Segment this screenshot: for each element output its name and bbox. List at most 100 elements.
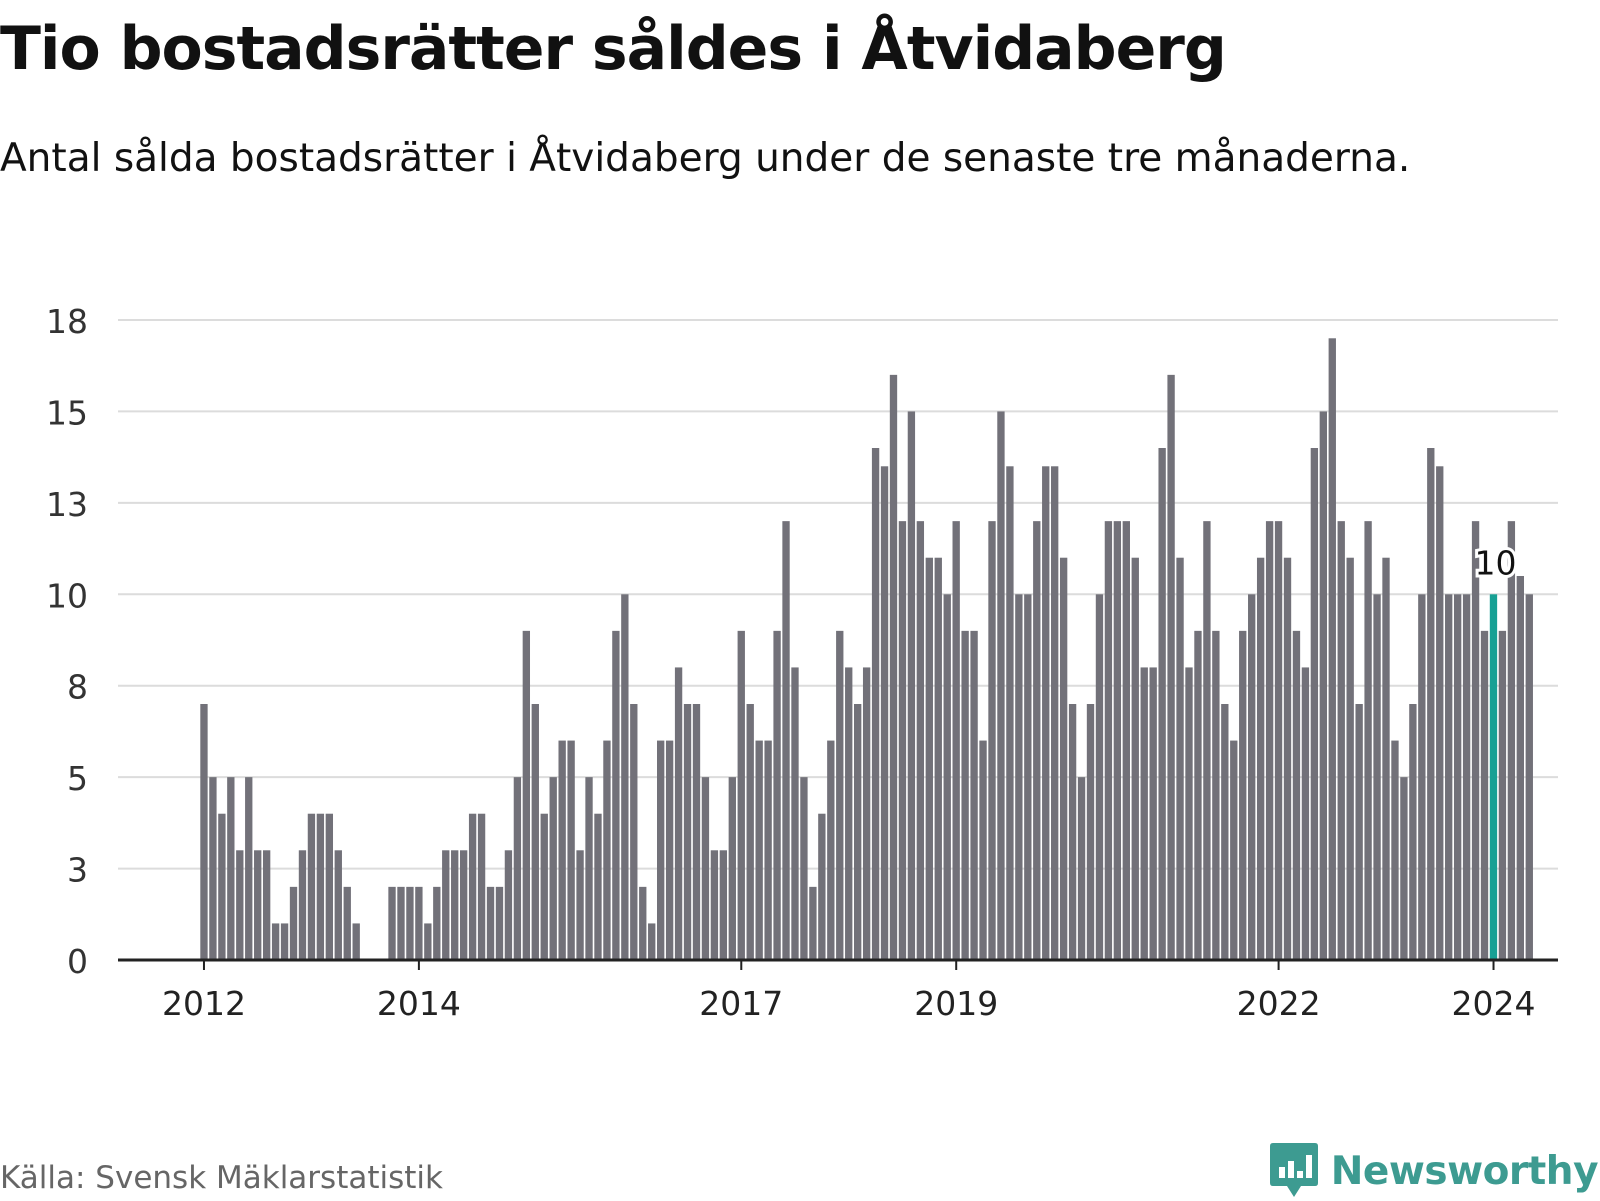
bar — [1436, 466, 1444, 960]
bar — [1221, 704, 1229, 960]
bar-chart: 0 3 5 8 10 13 15 18 2012 2014 2017 2019 2022 2024 10 — [46, 302, 1558, 1023]
bar — [1310, 448, 1319, 960]
bar — [916, 521, 925, 960]
bar — [352, 923, 360, 960]
bar — [952, 521, 960, 960]
bar — [1185, 667, 1193, 960]
bar — [979, 740, 987, 960]
bar — [477, 813, 486, 960]
y-tick-label: 5 — [67, 759, 88, 798]
bar — [424, 923, 432, 960]
y-tick-label: 3 — [67, 851, 88, 890]
bar — [1337, 521, 1345, 960]
bar — [1471, 521, 1480, 960]
bar — [1355, 704, 1363, 960]
bar — [1176, 557, 1184, 960]
y-tick-label: 15 — [46, 393, 88, 432]
bar — [621, 594, 629, 960]
bar — [710, 850, 719, 960]
brand-logo: Newsworthy — [1269, 1141, 1599, 1201]
bar — [880, 466, 889, 960]
bar — [907, 411, 916, 960]
bar — [1122, 521, 1130, 960]
bar — [746, 704, 754, 960]
bar — [209, 777, 217, 960]
bar — [1498, 630, 1507, 960]
y-tick-label: 0 — [67, 942, 88, 981]
bar — [406, 886, 414, 960]
bar — [1024, 594, 1032, 960]
bar — [245, 777, 253, 960]
bar — [1059, 557, 1068, 960]
bar — [1212, 630, 1220, 960]
x-tick-label: 2014 — [377, 984, 461, 1023]
bar — [1248, 594, 1256, 960]
x-tick-label: 2017 — [699, 984, 783, 1023]
bar — [630, 704, 638, 960]
bar — [1328, 338, 1336, 960]
bar — [1042, 466, 1050, 960]
bar — [764, 740, 772, 960]
bar — [218, 813, 226, 960]
bar — [1104, 521, 1113, 960]
bar — [200, 704, 208, 960]
chart-subtitle: Antal sålda bostadsrätter i Åtvidaberg u… — [0, 136, 1411, 181]
bar — [961, 630, 969, 960]
bar — [818, 813, 826, 960]
brand-name: Newsworthy — [1330, 1148, 1599, 1194]
bar — [576, 850, 584, 960]
bar — [1364, 521, 1372, 960]
bar — [1167, 374, 1175, 960]
bar — [665, 740, 674, 960]
bar — [1507, 521, 1516, 960]
x-tick-label: 2019 — [914, 984, 998, 1023]
chart-title: Tio bostadsrätter såldes i Åtvidaberg — [0, 14, 1227, 84]
bar — [442, 850, 450, 960]
bar — [343, 886, 351, 960]
bar — [970, 630, 978, 960]
x-axis-tick-labels: 2012 2014 2017 2019 2022 2024 — [162, 960, 1536, 1023]
bar — [1051, 466, 1059, 960]
bar — [227, 777, 235, 960]
bar — [1033, 521, 1041, 960]
bar — [683, 704, 692, 960]
bar — [1203, 521, 1211, 960]
bar — [451, 850, 459, 960]
bar — [522, 630, 531, 960]
newsworthy-logo-icon — [1269, 1143, 1318, 1197]
bar — [1239, 630, 1247, 960]
bar — [648, 923, 656, 960]
bar — [943, 594, 951, 960]
bar — [827, 740, 835, 960]
bar — [612, 630, 620, 960]
bar — [289, 886, 298, 960]
bar-highlighted — [1489, 594, 1498, 960]
bar — [594, 813, 602, 960]
bar — [397, 886, 405, 960]
bar — [1113, 521, 1122, 960]
bar — [549, 777, 557, 960]
bar — [316, 813, 325, 960]
bar — [459, 850, 468, 960]
bar — [388, 886, 396, 960]
bar — [1015, 594, 1023, 960]
bar — [791, 667, 799, 960]
bar — [997, 411, 1005, 960]
x-tick-label: 2024 — [1452, 984, 1536, 1023]
bar — [898, 521, 907, 960]
source-note: Källa: Svensk Mäklarstatistik — [0, 1160, 443, 1196]
x-tick-label: 2012 — [162, 984, 246, 1023]
bar — [1418, 594, 1426, 960]
bar — [862, 667, 871, 960]
bar — [415, 886, 423, 960]
bar — [701, 777, 710, 960]
bar — [1283, 557, 1292, 960]
bar — [567, 740, 575, 960]
bar — [1230, 740, 1238, 960]
bars — [200, 338, 1533, 960]
bar — [782, 521, 790, 960]
bar — [728, 777, 736, 960]
bar — [236, 850, 244, 960]
bar — [504, 850, 513, 960]
bar — [1006, 466, 1014, 960]
